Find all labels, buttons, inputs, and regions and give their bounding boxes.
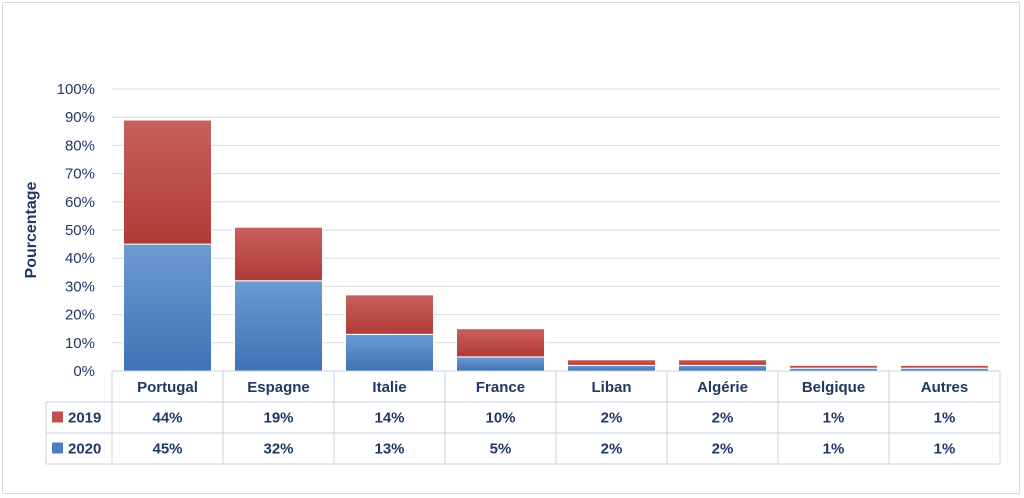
table-cell-2019: 19% xyxy=(263,410,293,427)
table-cell-2019: 2% xyxy=(712,410,734,427)
table-cell-2019: 10% xyxy=(485,410,515,427)
bar-2019-italie xyxy=(345,294,434,335)
y-tick-label: 20% xyxy=(65,307,95,324)
y-tick-label: 50% xyxy=(65,222,95,239)
y-tick-label: 70% xyxy=(65,166,95,183)
table-cell-2020: 5% xyxy=(490,441,512,458)
category-label: France xyxy=(476,379,525,396)
table-cell-2020: 1% xyxy=(934,441,956,458)
bar-2020-liban xyxy=(567,364,656,372)
bar-2020-italie xyxy=(345,333,434,372)
category-label: Belgique xyxy=(802,379,865,396)
bar-2019-belgique xyxy=(789,364,878,369)
category-label: Italie xyxy=(372,379,406,396)
table-cell-2019: 44% xyxy=(152,410,182,427)
bar-2019-algérie xyxy=(678,359,767,366)
bar-2019-liban xyxy=(567,359,656,366)
category-label: Portugal xyxy=(137,379,198,396)
bar-2019-portugal xyxy=(123,119,212,245)
y-tick-label: 40% xyxy=(65,250,95,267)
legend-swatch-2019 xyxy=(52,411,63,423)
table-cell-2020: 32% xyxy=(263,441,293,458)
bar-2019-espagne xyxy=(234,226,323,282)
table-cell-2019: 2% xyxy=(601,410,623,427)
table-cell-2020: 2% xyxy=(712,441,734,458)
legend-swatch-2020 xyxy=(52,442,63,454)
category-label: Espagne xyxy=(247,379,310,396)
table-cell-2019: 1% xyxy=(823,410,845,427)
legend-label-2019: 2019 xyxy=(68,410,101,427)
category-label: Algérie xyxy=(697,379,748,396)
y-tick-label: 90% xyxy=(65,109,95,126)
legend-label-2020: 2020 xyxy=(68,441,101,458)
bar-2019-france xyxy=(456,328,545,358)
table-cell-2020: 2% xyxy=(601,441,623,458)
y-tick-label: 10% xyxy=(65,335,95,352)
table-cell-2019: 1% xyxy=(934,410,956,427)
category-label: Autres xyxy=(921,379,969,396)
table-cell-2020: 45% xyxy=(152,441,182,458)
y-tick-label: 100% xyxy=(57,81,95,98)
y-axis-label: Pourcentage xyxy=(23,181,40,278)
category-label: Liban xyxy=(592,379,632,396)
bar-2020-algérie xyxy=(678,364,767,372)
bars xyxy=(123,119,989,372)
y-tick-label: 0% xyxy=(73,363,95,380)
table-cell-2020: 1% xyxy=(823,441,845,458)
y-tick-label: 30% xyxy=(65,278,95,295)
table-cell-2020: 13% xyxy=(374,441,404,458)
y-axis-ticks: 0% 10% 20% 30% 40% 50% 60% 70% 80% 90% 100% xyxy=(57,81,95,380)
y-tick-label: 60% xyxy=(65,194,95,211)
bar-2019-autres xyxy=(900,364,989,369)
bar-2020-portugal xyxy=(123,243,212,372)
data-table: Portugal Espagne Italie France Liban Algérie B… xyxy=(45,370,1001,465)
y-tick-label: 80% xyxy=(65,137,95,154)
table-cell-2019: 14% xyxy=(374,410,404,427)
bar-2020-espagne xyxy=(234,280,323,372)
bar-2020-france xyxy=(456,356,545,372)
